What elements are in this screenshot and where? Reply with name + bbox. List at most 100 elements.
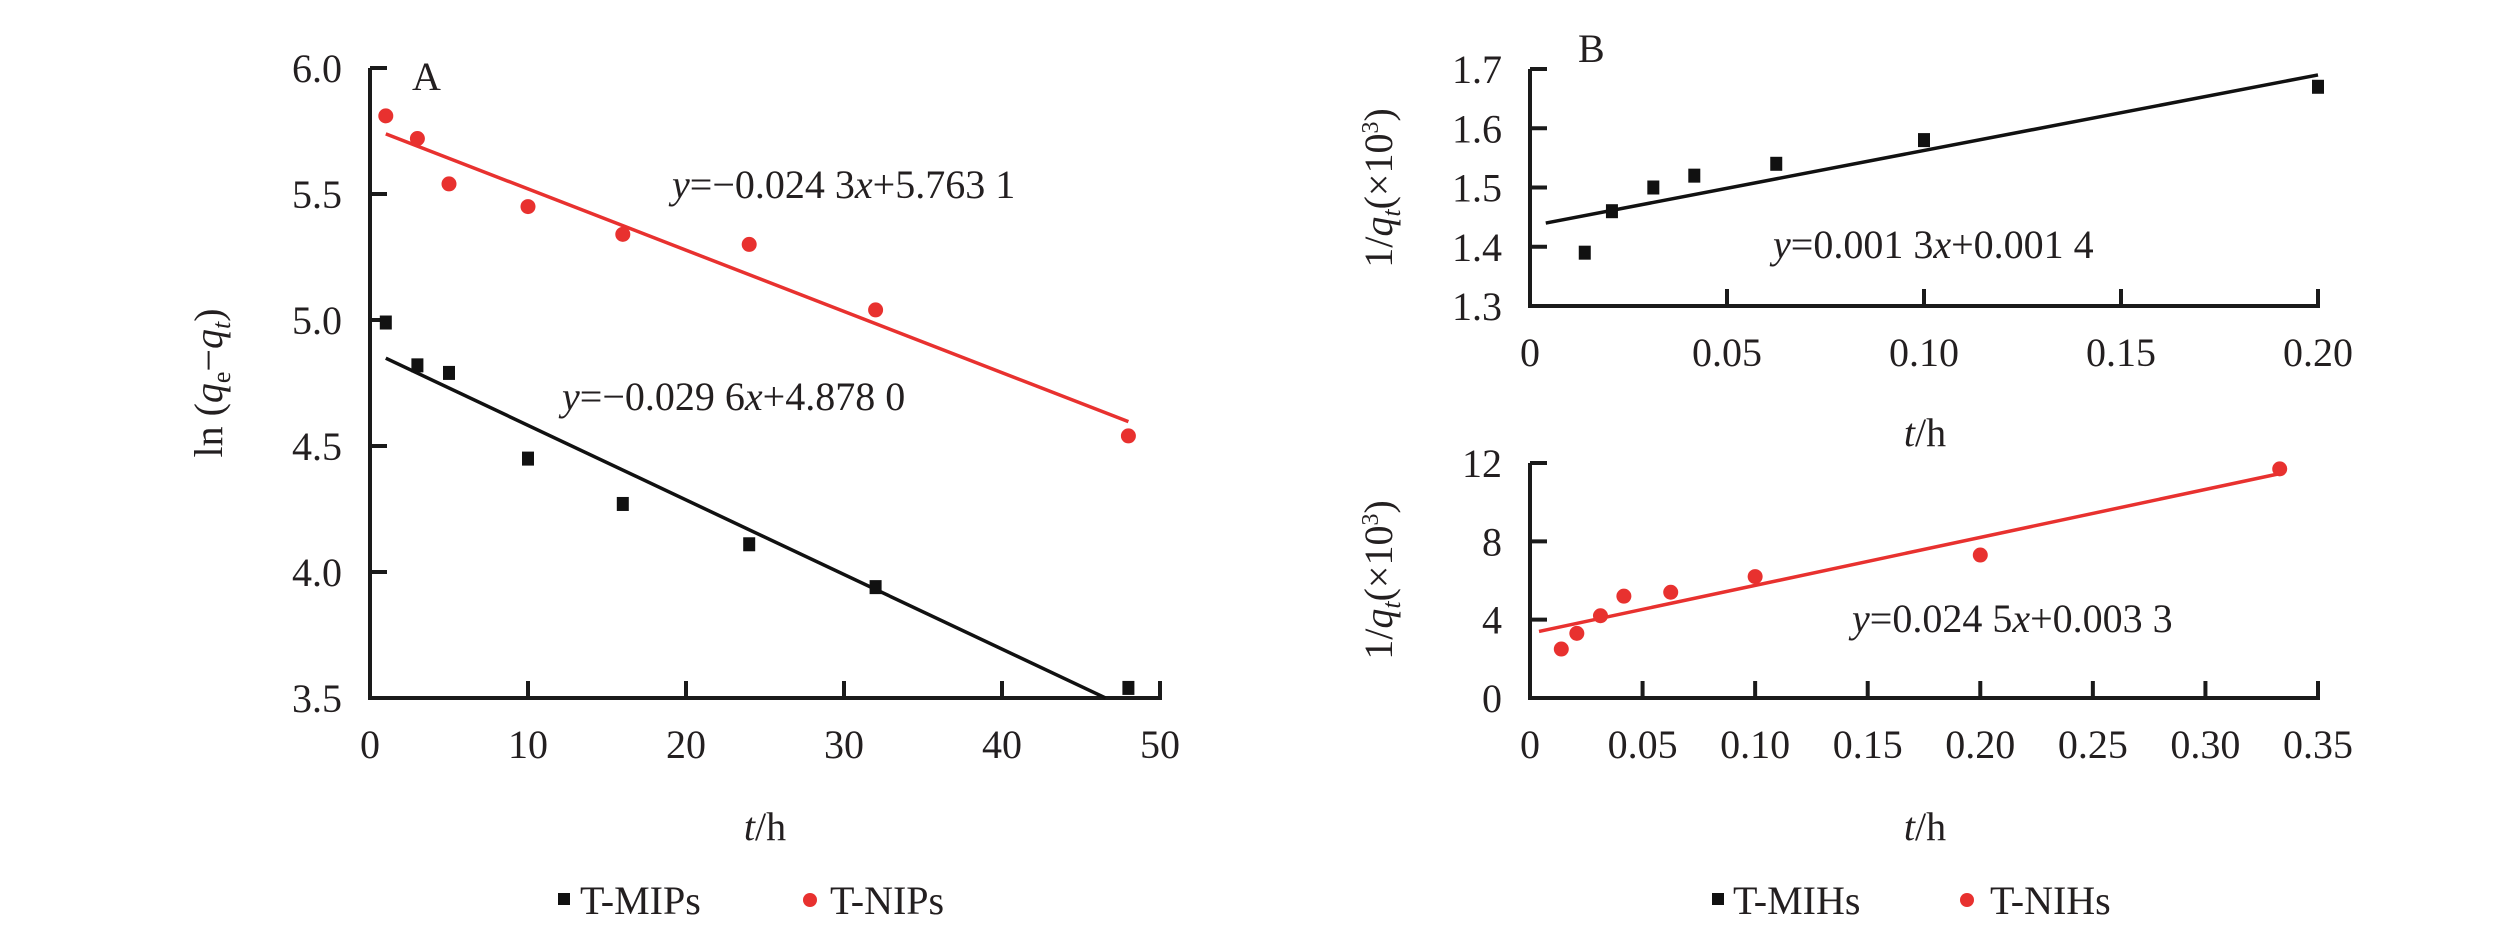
- y-tick-label: 1.6: [1452, 106, 1502, 151]
- y-tick-label: 12: [1462, 441, 1502, 486]
- data-points: [378, 108, 1136, 695]
- point-t-mips: [616, 496, 629, 511]
- y-tick-label: 4: [1482, 598, 1502, 643]
- point-t-nihs: [1569, 625, 1585, 641]
- y-tick-label: 5.0: [292, 298, 342, 343]
- legend-label-t-mihs: T-MIHs: [1733, 878, 1860, 923]
- legend-marker-t-nips: [803, 893, 817, 907]
- equation-t-mihs: y=0.001 3x+0.001 4: [1769, 222, 2094, 267]
- y-tick-label: 1.3: [1452, 284, 1502, 329]
- x-tick-label: 0.15: [1833, 722, 1903, 767]
- y-tick-label: 4.5: [292, 424, 342, 469]
- x-tick-label: 0.20: [1945, 722, 2015, 767]
- x-tick-label: 50: [1140, 722, 1180, 767]
- x-axis-label: t/h: [744, 804, 786, 849]
- point-t-nihs: [1747, 569, 1763, 585]
- equation-t-nihs: y=0.024 5x+0.003 3: [1848, 596, 2173, 641]
- point-t-nihs: [1553, 641, 1569, 657]
- x-tick-label: 0: [1520, 330, 1540, 375]
- x-ticks: 0 10 20 30 40 50: [360, 681, 1180, 767]
- x-tick-label: 0.15: [2086, 330, 2156, 375]
- x-ticks: 0 0.05 0.10 0.15 0.20 0.25 0.30 0.35: [1520, 681, 2353, 767]
- y-tick-label: 6.0: [292, 46, 342, 91]
- point-t-nips: [378, 108, 394, 124]
- point-t-nihs: [1663, 584, 1679, 600]
- point-t-mips: [869, 580, 882, 595]
- y-axis-label-lower: 1/qt(×103): [1356, 500, 1406, 660]
- x-tick-label: 0: [360, 722, 380, 767]
- fit-line-t-nihs: [1538, 471, 2281, 634]
- x-tick-label: 30: [824, 722, 864, 767]
- legend-a: T-MIPs T-NIPs: [558, 878, 944, 923]
- y-axis-label-upper: 1/qt(×103): [1356, 108, 1406, 268]
- point-t-nips: [868, 302, 884, 318]
- data-points: [1578, 79, 2324, 260]
- point-t-mips: [522, 451, 534, 466]
- equation-t-mips: y=−0.029 6x+4.878 0: [558, 374, 905, 419]
- point-t-mips: [443, 365, 455, 380]
- fit-line-t-mips: [385, 356, 1107, 700]
- point-t-nips: [615, 226, 631, 242]
- point-t-mihs: [1770, 156, 1783, 171]
- y-tick-label: 0: [1482, 676, 1502, 721]
- point-t-mihs: [1647, 180, 1660, 195]
- fit-lines: [1545, 73, 2319, 225]
- x-tick-label: 0.05: [1608, 722, 1678, 767]
- x-tick-label: 0.25: [2058, 722, 2128, 767]
- x-ticks: 0 0.05 0.10 0.15 0.20: [1520, 289, 2353, 375]
- legend-marker-t-nihs: [1960, 893, 1974, 907]
- y-tick-label: 5.5: [292, 172, 342, 217]
- legend-label-t-nihs: T-NIHs: [1990, 878, 2111, 923]
- point-t-nips: [741, 236, 757, 252]
- point-t-mihs: [1578, 245, 1591, 260]
- x-axis-label-upper: t/h: [1904, 410, 1946, 455]
- panel-a: A 3.5 4.0 4.5 5.0 5.5 6.0 0 10 20 30 40 50 y=−0.02…: [186, 46, 1180, 923]
- fit-line-t-nips: [385, 132, 1130, 424]
- x-tick-label: 0: [1520, 722, 1540, 767]
- x-tick-label: 10: [508, 722, 548, 767]
- x-tick-label: 0.05: [1692, 330, 1762, 375]
- y-tick-label: 4.0: [292, 550, 342, 595]
- legend-label-t-nips: T-NIPs: [830, 878, 944, 923]
- point-t-nips: [1120, 428, 1136, 444]
- x-tick-label: 0.35: [2283, 722, 2353, 767]
- y-ticks: 1.3 1.4 1.5 1.6 1.7: [1452, 47, 1547, 329]
- legend-b: T-MIHs T-NIHs: [1712, 878, 2111, 923]
- point-t-mihs: [1688, 168, 1701, 183]
- panel-label-b: B: [1578, 26, 1605, 71]
- y-tick-label: 1.4: [1452, 225, 1502, 270]
- point-t-mihs: [1605, 204, 1618, 219]
- point-t-nips: [441, 176, 457, 192]
- y-ticks: 0 4 8 12: [1462, 441, 1547, 721]
- x-tick-label: 20: [666, 722, 706, 767]
- point-t-nihs: [1616, 588, 1632, 604]
- x-tick-label: 0.10: [1889, 330, 1959, 375]
- y-tick-label: 8: [1482, 519, 1502, 564]
- point-t-nips: [520, 199, 536, 215]
- y-tick-label: 3.5: [292, 676, 342, 721]
- x-tick-label: 0.30: [2170, 722, 2240, 767]
- x-tick-label: 0.10: [1720, 722, 1790, 767]
- fit-line-t-mihs: [1545, 73, 2319, 225]
- y-axis-label: ln (qe−qt): [186, 308, 236, 457]
- fit-lines: [385, 132, 1130, 700]
- y-tick-label: 1.7: [1452, 47, 1502, 92]
- point-t-mips: [1122, 680, 1135, 695]
- point-t-nips: [409, 131, 425, 147]
- point-t-mihs: [2312, 79, 2324, 94]
- point-t-mihs: [1918, 133, 1930, 148]
- point-t-nihs: [1592, 608, 1608, 624]
- data-points: [1553, 461, 2288, 657]
- y-ticks: 3.5 4.0 4.5 5.0 5.5 6.0: [292, 46, 387, 721]
- panel-label-a: A: [412, 54, 441, 99]
- x-tick-label: 40: [982, 722, 1022, 767]
- legend-label-t-mips: T-MIPs: [580, 878, 701, 923]
- fit-lines: [1538, 471, 2281, 634]
- equation-t-nips: y=−0.024 3x+5.763 1: [668, 162, 1015, 207]
- y-tick-label: 1.5: [1452, 166, 1502, 211]
- point-t-nihs: [2272, 461, 2288, 477]
- panel-b-lower: 0 4 8 12 0 0.05 0.10 0.15 0.20 0.25 0.30 0.35 y=0.…: [1356, 441, 2353, 923]
- legend-marker-t-mihs: [1712, 893, 1724, 905]
- legend-marker-t-mips: [558, 893, 570, 905]
